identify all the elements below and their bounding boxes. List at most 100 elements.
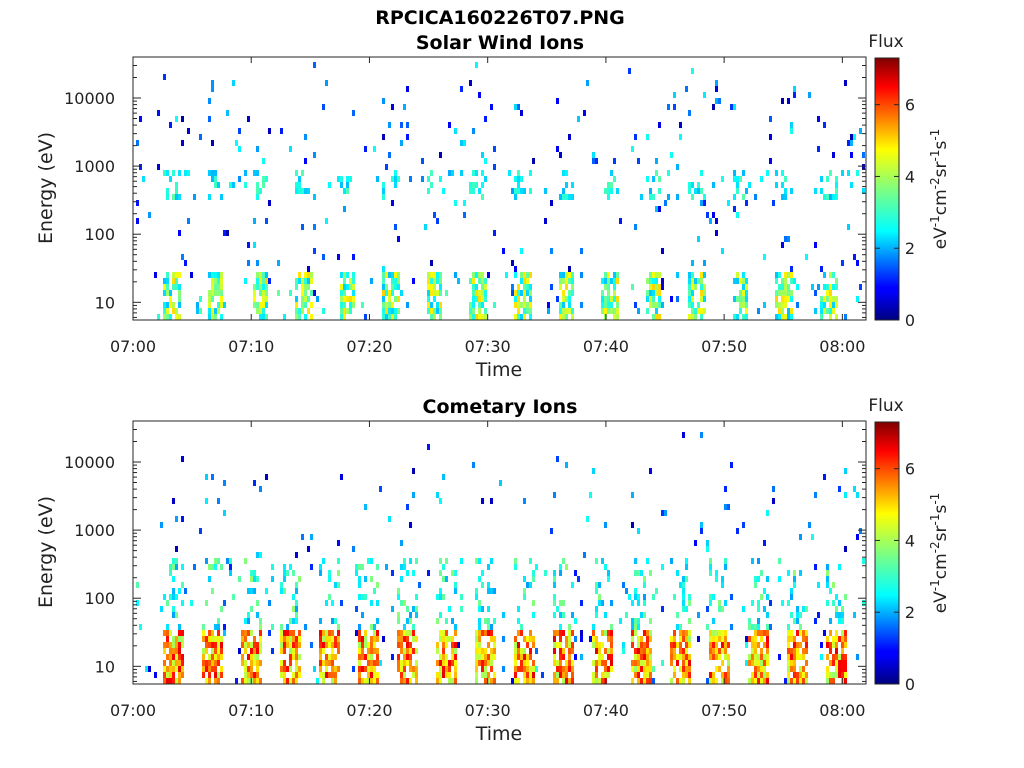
heatmap-cell [244, 666, 247, 672]
heatmap-cell [220, 654, 223, 660]
heatmap-cell [244, 182, 247, 188]
heatmap-cell [319, 564, 322, 570]
heatmap-cell [445, 666, 448, 672]
heatmap-cell [259, 188, 262, 194]
heatmap-cell [478, 642, 481, 648]
heatmap-cell [553, 492, 556, 498]
heatmap-cell [493, 146, 496, 152]
heatmap-cell [343, 296, 346, 302]
heatmap-cell [613, 290, 616, 296]
heatmap-cell [328, 642, 331, 648]
heatmap-cell [295, 308, 298, 314]
heatmap-cell [844, 678, 847, 684]
heatmap-cell [598, 642, 601, 648]
heatmap-cell [319, 654, 322, 660]
heatmap-cell [637, 642, 640, 648]
heatmap-cell [304, 296, 307, 302]
heatmap-cell [394, 296, 397, 302]
heatmap-cell [352, 546, 355, 552]
heatmap-cell [298, 314, 301, 320]
heatmap-cell [526, 290, 529, 296]
heatmap-cell [304, 134, 307, 140]
heatmap-cell [745, 660, 748, 666]
heatmap-cell [250, 606, 253, 612]
heatmap-cell [187, 128, 190, 134]
heatmap-cell [253, 290, 256, 296]
heatmap-cell [688, 188, 691, 194]
heatmap-cell [616, 308, 619, 314]
heatmap-cell [832, 302, 835, 308]
heatmap-cell [841, 618, 844, 624]
heatmap-cell [214, 170, 217, 176]
heatmap-cell [691, 296, 694, 302]
heatmap-cell [331, 672, 334, 678]
heatmap-cell [391, 278, 394, 284]
heatmap-cell [517, 170, 520, 176]
heatmap-cell [745, 278, 748, 284]
heatmap-cell [838, 660, 841, 666]
heatmap-cell [181, 582, 184, 588]
heatmap-cell [595, 606, 598, 612]
heatmap-cell [406, 636, 409, 642]
heatmap-cell [796, 618, 799, 624]
heatmap-cell [439, 570, 442, 576]
heatmap-cell [724, 630, 727, 636]
heatmap-cell [826, 296, 829, 302]
heatmap-cell [175, 272, 178, 278]
heatmap-cell [829, 618, 832, 624]
heatmap-cell [565, 678, 568, 684]
heatmap-cell [634, 594, 637, 600]
heatmap-cell [829, 272, 832, 278]
heatmap-cell [859, 128, 862, 134]
heatmap-cell [637, 600, 640, 606]
heatmap-cell [769, 624, 772, 630]
heatmap-cell [475, 170, 478, 176]
heatmap-cell [685, 606, 688, 612]
heatmap-cell [439, 176, 442, 182]
heatmap-cell [829, 308, 832, 314]
heatmap-cell [844, 642, 847, 648]
heatmap-cell [514, 660, 517, 666]
heatmap-cell [451, 170, 454, 176]
heatmap-cell [340, 474, 343, 480]
heatmap-cell [781, 182, 784, 188]
heatmap-cell [238, 128, 241, 134]
heatmap-cell [136, 140, 139, 146]
heatmap-cell [697, 612, 700, 618]
heatmap-cell [682, 630, 685, 636]
heatmap-cell [598, 648, 601, 654]
heatmap-cell [568, 636, 571, 642]
heatmap-cell [427, 570, 430, 576]
heatmap-cell [559, 152, 562, 158]
heatmap-cell [607, 636, 610, 642]
heatmap-cell [439, 272, 442, 278]
heatmap-cell [634, 654, 637, 660]
heatmap-cell [757, 600, 760, 606]
heatmap-cell [172, 170, 175, 176]
heatmap-cell [433, 284, 436, 290]
heatmap-cell [289, 642, 292, 648]
heatmap-cell [175, 308, 178, 314]
heatmap-cell [295, 582, 298, 588]
heatmap-cell [787, 654, 790, 660]
heatmap-cell [394, 272, 397, 278]
heatmap-cell [301, 188, 304, 194]
heatmap-cell [376, 672, 379, 678]
heatmap-cell [754, 672, 757, 678]
heatmap-cell [565, 666, 568, 672]
heatmap-cell [406, 660, 409, 666]
heatmap-cell [610, 630, 613, 636]
heatmap-cell [634, 648, 637, 654]
heatmap-cell [556, 630, 559, 636]
heatmap-cell [415, 672, 418, 678]
heatmap-cell [835, 278, 838, 284]
heatmap-cell [337, 642, 340, 648]
heatmap-cell [640, 194, 643, 200]
heatmap-cell [778, 314, 781, 320]
heatmap-cell [586, 80, 589, 86]
heatmap-cell [430, 260, 433, 266]
heatmap-cell [220, 606, 223, 612]
heatmap-cell [757, 624, 760, 630]
heatmap-cell [676, 164, 679, 170]
heatmap-cell [139, 624, 142, 630]
